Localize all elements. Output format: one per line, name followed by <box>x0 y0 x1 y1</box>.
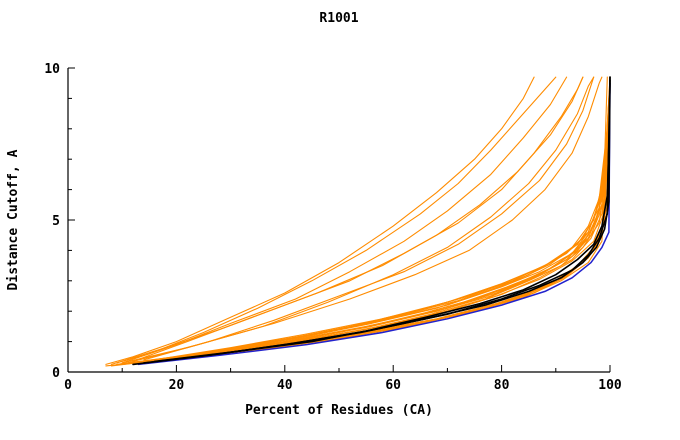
x-tick-label: 80 <box>494 378 510 393</box>
series-line-model-09 <box>116 76 608 365</box>
x-tick-label: 100 <box>598 378 622 393</box>
series-line-model-14 <box>148 76 611 362</box>
y-tick-label: 0 <box>52 366 60 381</box>
series-line-model-16 <box>154 76 611 361</box>
series-line-model-fan-06 <box>121 76 595 364</box>
series-line-highlight-3 <box>153 79 611 363</box>
series-line-model-fan-08 <box>127 76 603 364</box>
series-line-model-fan-07 <box>143 76 595 361</box>
y-tick-label: 10 <box>44 62 60 77</box>
x-axis-label: Percent of Residues (CA) <box>245 403 433 418</box>
series-line-model-20 <box>159 79 611 361</box>
series-line-model-28 <box>148 97 611 364</box>
axes <box>67 68 610 373</box>
x-tick-label: 0 <box>64 378 72 393</box>
series-line-reference-blue <box>137 82 611 366</box>
x-tick-label: 20 <box>169 378 185 393</box>
series-lines <box>105 76 611 367</box>
series-line-model-fan-02 <box>116 76 557 364</box>
series-line-model-11 <box>143 76 611 362</box>
series-line-model-fan-03 <box>121 76 568 364</box>
chart-title: R1001 <box>319 11 358 26</box>
x-tick-label: 60 <box>385 378 401 393</box>
tick-marks <box>67 67 611 373</box>
y-axis-label: Distance Cutoff, A <box>6 149 21 290</box>
series-line-model-19 <box>116 88 611 365</box>
series-line-model-fan-01 <box>105 76 535 365</box>
series-line-model-fan-05 <box>132 76 584 362</box>
y-tick-label: 5 <box>52 214 60 229</box>
tick-labels: 0 20 40 60 80 100 0 5 10 <box>44 62 622 393</box>
x-tick-label: 40 <box>277 378 293 393</box>
